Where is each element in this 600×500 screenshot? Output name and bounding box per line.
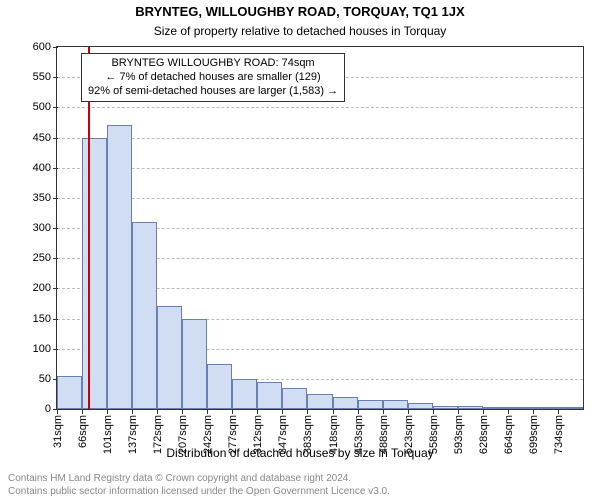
- histogram-bar: [383, 400, 408, 409]
- histogram-bar: [307, 394, 332, 409]
- annotation-line: 92% of semi-detached houses are larger (…: [88, 85, 338, 99]
- y-tick-label: 250: [33, 252, 57, 264]
- y-tick-label: 50: [39, 373, 57, 385]
- chart-container: BRYNTEG, WILLOUGHBY ROAD, TORQUAY, TQ1 1…: [0, 0, 600, 500]
- histogram-bar: [57, 376, 82, 409]
- y-tick-label: 400: [33, 162, 57, 174]
- histogram-bar: [358, 400, 383, 409]
- annotation-box: BRYNTEG WILLOUGHBY ROAD: 74sqm ← 7% of d…: [81, 53, 345, 102]
- histogram-bar: [107, 125, 132, 409]
- histogram-bar: [257, 382, 282, 409]
- plot-area: 05010015020025030035040045050055060031sq…: [56, 46, 584, 410]
- y-tick-label: 200: [33, 282, 57, 294]
- y-tick-label: 550: [33, 71, 57, 83]
- chart-subtitle: Size of property relative to detached ho…: [0, 24, 600, 38]
- gridline: [57, 107, 583, 108]
- y-tick-label: 500: [33, 101, 57, 113]
- histogram-bar: [157, 306, 182, 409]
- x-tick-label: 66sqm: [75, 409, 89, 448]
- y-tick-label: 450: [33, 132, 57, 144]
- histogram-bar: [182, 319, 207, 410]
- annotation-line: BRYNTEG WILLOUGHBY ROAD: 74sqm: [88, 57, 338, 71]
- footer-line: Contains public sector information licen…: [8, 486, 592, 499]
- y-tick-label: 150: [33, 313, 57, 325]
- histogram-bar: [333, 397, 358, 409]
- footer: Contains HM Land Registry data © Crown c…: [8, 473, 592, 498]
- footer-line: Contains HM Land Registry data © Crown c…: [8, 473, 592, 486]
- y-tick-label: 600: [33, 41, 57, 53]
- y-tick-label: 100: [33, 343, 57, 355]
- chart-title: BRYNTEG, WILLOUGHBY ROAD, TORQUAY, TQ1 1…: [0, 4, 600, 19]
- histogram-bar: [132, 222, 157, 409]
- x-tick-label: 31sqm: [50, 409, 64, 448]
- histogram-bar: [232, 379, 257, 409]
- gridline: [57, 138, 583, 139]
- y-tick-label: 300: [33, 222, 57, 234]
- histogram-bar: [207, 364, 232, 409]
- annotation-line: ← 7% of detached houses are smaller (129…: [88, 71, 338, 85]
- x-axis-label: Distribution of detached houses by size …: [0, 446, 600, 460]
- histogram-bar: [82, 138, 107, 410]
- histogram-bar: [282, 388, 307, 409]
- gridline: [57, 198, 583, 199]
- y-tick-label: 350: [33, 192, 57, 204]
- gridline: [57, 168, 583, 169]
